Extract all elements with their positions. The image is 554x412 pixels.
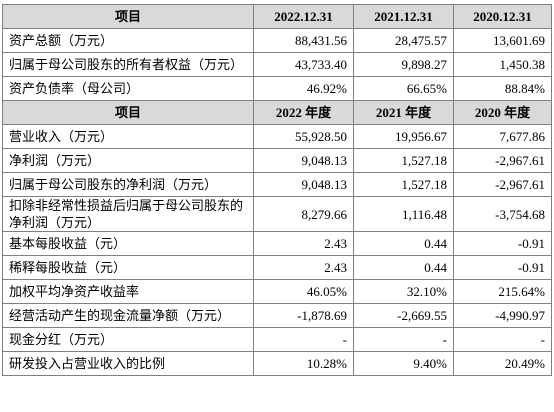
value-cell: 1,527.18 bbox=[353, 148, 454, 173]
value-cell: 9,048.13 bbox=[253, 172, 354, 197]
data-row: 加权平均净资产收益率 46.05% 32.10% 215.64% bbox=[2, 279, 552, 304]
header-cell: 2021 年度 bbox=[353, 100, 454, 125]
row-label: 归属于母公司股东的所有者权益（万元） bbox=[2, 52, 254, 77]
data-row: 资产总额（万元） 88,431.56 28,475.57 13,601.69 bbox=[2, 28, 552, 53]
value-cell: 32.10% bbox=[353, 279, 454, 304]
value-cell: 7,677.86 bbox=[453, 124, 552, 149]
value-cell: -0.91 bbox=[453, 231, 552, 256]
row-label: 现金分红（万元） bbox=[2, 327, 254, 352]
header-cell: 2022 年度 bbox=[253, 100, 354, 125]
table-body: 项目 2022.12.31 2021.12.31 2020.12.31 资产总额（万元）… bbox=[2, 4, 552, 376]
value-cell: -3,754.68 bbox=[453, 196, 552, 232]
value-cell: 1,527.18 bbox=[353, 172, 454, 197]
row-label: 资产负债率（母公司） bbox=[2, 76, 254, 101]
value-cell: -1,878.69 bbox=[253, 303, 354, 328]
value-cell: 20.49% bbox=[453, 351, 552, 376]
value-cell: - bbox=[353, 327, 454, 352]
value-cell: -0.91 bbox=[453, 255, 552, 280]
value-cell: -2,967.61 bbox=[453, 172, 552, 197]
row-label: 稀释每股收益（元） bbox=[2, 255, 254, 280]
data-row: 归属于母公司股东的净利润（万元） 9,048.13 1,527.18 -2,967.6… bbox=[2, 172, 552, 197]
data-row: 稀释每股收益（元） 2.43 0.44 -0.91 bbox=[2, 255, 552, 280]
header-cell: 2020 年度 bbox=[453, 100, 552, 125]
value-cell: 46.05% bbox=[253, 279, 354, 304]
header-cell: 2021.12.31 bbox=[353, 4, 454, 29]
value-cell: 66.65% bbox=[353, 76, 454, 101]
data-row: 研发投入占营业收入的比例 10.28% 9.40% 20.49% bbox=[2, 351, 552, 376]
value-cell: 13,601.69 bbox=[453, 28, 552, 53]
data-row: 营业收入（万元） 55,928.50 19,956.67 7,677.86 bbox=[2, 124, 552, 149]
value-cell: 88.84% bbox=[453, 76, 552, 101]
value-cell: 88,431.56 bbox=[253, 28, 354, 53]
value-cell: 9,898.27 bbox=[353, 52, 454, 77]
row-label: 归属于母公司股东的净利润（万元） bbox=[2, 172, 254, 197]
header-cell: 项目 bbox=[2, 100, 254, 125]
row-label: 加权平均净资产收益率 bbox=[2, 279, 254, 304]
value-cell: 8,279.66 bbox=[253, 196, 354, 232]
row-label: 扣除非经常性损益后归属于母公司股东的净利润（万元） bbox=[2, 196, 254, 232]
value-cell: 1,116.48 bbox=[353, 196, 454, 232]
data-row: 经营活动产生的现金流量净额（万元） -1,878.69 -2,669.55 -4,99… bbox=[2, 303, 552, 328]
value-cell: 9,048.13 bbox=[253, 148, 354, 173]
row-label: 基本每股收益（元） bbox=[2, 231, 254, 256]
header-cell: 项目 bbox=[2, 4, 254, 29]
value-cell: -2,967.61 bbox=[453, 148, 552, 173]
value-cell: -2,669.55 bbox=[353, 303, 454, 328]
data-row: 基本每股收益（元） 2.43 0.44 -0.91 bbox=[2, 231, 552, 256]
header-cell: 2022.12.31 bbox=[253, 4, 354, 29]
header-row: 项目 2022 年度 2021 年度 2020 年度 bbox=[2, 100, 552, 125]
value-cell: 46.92% bbox=[253, 76, 354, 101]
value-cell: 10.28% bbox=[253, 351, 354, 376]
value-cell: 0.44 bbox=[353, 231, 454, 256]
value-cell: 2.43 bbox=[253, 255, 354, 280]
row-label: 净利润（万元） bbox=[2, 148, 254, 173]
value-cell: 9.40% bbox=[353, 351, 454, 376]
row-label: 资产总额（万元） bbox=[2, 28, 254, 53]
row-label: 研发投入占营业收入的比例 bbox=[2, 351, 254, 376]
data-row: 扣除非经常性损益后归属于母公司股东的净利润（万元） 8,279.66 1,116.4… bbox=[2, 196, 552, 232]
header-cell: 2020.12.31 bbox=[453, 4, 552, 29]
data-row: 净利润（万元） 9,048.13 1,527.18 -2,967.61 bbox=[2, 148, 552, 173]
value-cell: -4,990.97 bbox=[453, 303, 552, 328]
value-cell: 1,450.38 bbox=[453, 52, 552, 77]
value-cell: 215.64% bbox=[453, 279, 552, 304]
data-row: 归属于母公司股东的所有者权益（万元） 43,733.40 9,898.27 1,450… bbox=[2, 52, 552, 77]
value-cell: 0.44 bbox=[353, 255, 454, 280]
row-label: 营业收入（万元） bbox=[2, 124, 254, 149]
value-cell: 19,956.67 bbox=[353, 124, 454, 149]
value-cell: - bbox=[253, 327, 354, 352]
data-row: 现金分红（万元） - - - bbox=[2, 327, 552, 352]
row-label: 经营活动产生的现金流量净额（万元） bbox=[2, 303, 254, 328]
header-row: 项目 2022.12.31 2021.12.31 2020.12.31 bbox=[2, 4, 552, 29]
value-cell: 2.43 bbox=[253, 231, 354, 256]
data-row: 资产负债率（母公司） 46.92% 66.65% 88.84% bbox=[2, 76, 552, 101]
value-cell: 43,733.40 bbox=[253, 52, 354, 77]
financial-table: 项目 2022.12.31 2021.12.31 2020.12.31 资产总额（万元）… bbox=[2, 4, 552, 376]
value-cell: - bbox=[453, 327, 552, 352]
value-cell: 55,928.50 bbox=[253, 124, 354, 149]
value-cell: 28,475.57 bbox=[353, 28, 454, 53]
